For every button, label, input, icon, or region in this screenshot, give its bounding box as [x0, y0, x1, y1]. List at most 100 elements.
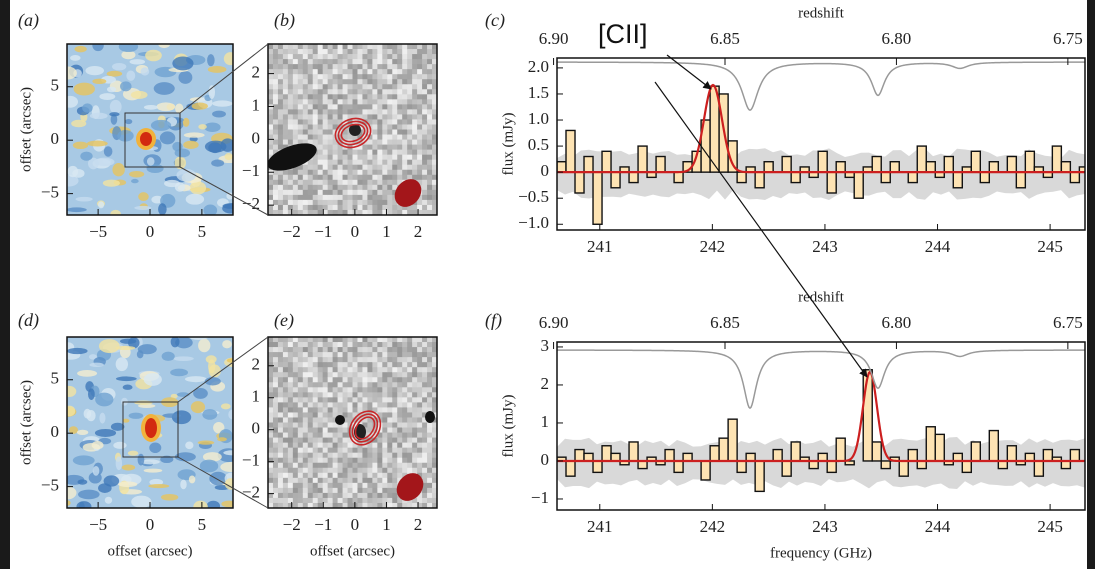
pixel: [312, 44, 319, 50]
pixel: [332, 482, 339, 489]
pixel: [332, 487, 339, 494]
pixel: [412, 422, 418, 429]
pixel: [268, 44, 274, 50]
pixel: [407, 144, 413, 151]
contour: [351, 413, 379, 443]
x-tick-label: −1: [314, 222, 332, 241]
pixel: [352, 179, 358, 186]
pixel: [347, 387, 353, 393]
pixel: [322, 462, 329, 469]
pixel: [352, 337, 358, 343]
pixel: [392, 407, 398, 413]
pixel: [392, 457, 398, 464]
map-blob: [175, 337, 193, 349]
y-tick-label: −2: [242, 194, 260, 213]
pixel: [407, 467, 413, 474]
pixel: [287, 169, 294, 176]
pixel: [272, 382, 279, 388]
pixel: [307, 114, 314, 120]
pixel: [312, 94, 319, 100]
pixel: [317, 149, 324, 156]
pixel: [427, 492, 433, 499]
map-blob: [94, 157, 115, 167]
pixel: [282, 109, 289, 115]
pixel: [412, 437, 418, 444]
pixel: [317, 402, 324, 408]
pixel: [432, 387, 437, 393]
pixel: [382, 467, 388, 474]
pixel: [347, 402, 353, 408]
pixel: [427, 462, 433, 469]
pixel: [337, 199, 344, 206]
pixel: [427, 432, 433, 439]
pixel: [417, 337, 423, 343]
pixel: [337, 382, 344, 388]
inset-box: [124, 112, 181, 168]
pixel: [302, 49, 309, 55]
pixel: [397, 84, 403, 90]
pixel: [352, 194, 358, 201]
pixel: [402, 472, 408, 479]
pixel: [272, 412, 279, 418]
pixel: [287, 467, 294, 474]
pixel: [372, 412, 378, 418]
pixel: [427, 174, 433, 181]
pixel: [362, 337, 368, 343]
pixel: [312, 447, 319, 454]
pixel: [402, 497, 408, 504]
pixel: [417, 382, 423, 388]
y-tick-label: 5: [51, 369, 60, 388]
pixel: [432, 467, 437, 474]
pixel: [417, 387, 423, 393]
pixel: [322, 357, 329, 363]
pixel: [422, 139, 428, 146]
pixel: [347, 94, 353, 100]
pixel: [307, 69, 314, 75]
pixel: [322, 422, 329, 429]
pixel: [382, 59, 388, 65]
pixel: [427, 49, 433, 55]
pixel: [272, 387, 279, 393]
pixel: [297, 502, 304, 508]
pixel: [427, 44, 433, 50]
pixel: [287, 382, 294, 388]
pixel: [397, 149, 403, 156]
pixel: [367, 54, 373, 60]
pixel: [397, 372, 403, 378]
pixel: [362, 59, 368, 65]
pixel: [297, 89, 304, 95]
pixel: [322, 84, 329, 90]
pixel: [307, 427, 314, 434]
pixel: [367, 59, 373, 65]
map-blob: [223, 450, 233, 456]
pixel: [352, 99, 358, 105]
pixel: [322, 407, 329, 413]
pixel: [297, 209, 304, 215]
pixel: [287, 387, 294, 393]
pixel: [372, 382, 378, 388]
pixel: [352, 204, 358, 211]
pixel: [327, 412, 334, 418]
pixel: [272, 362, 279, 368]
pixel: [277, 502, 284, 508]
pixel: [347, 347, 353, 353]
pixel: [422, 342, 428, 348]
pixel: [302, 164, 309, 171]
map-blob: [140, 67, 150, 76]
map-blob: [122, 384, 133, 390]
pixel: [287, 372, 294, 378]
pixel: [332, 447, 339, 454]
pixel: [347, 457, 353, 464]
map-blob: [140, 459, 160, 465]
pixel: [402, 44, 408, 50]
pixel: [417, 352, 423, 358]
pixel: [357, 164, 363, 171]
pixel: [372, 502, 378, 508]
pixel: [432, 342, 437, 348]
map-blob: [149, 442, 162, 454]
pixel: [432, 89, 437, 95]
pixel: [282, 337, 289, 343]
pixel: [362, 422, 368, 429]
pixel: [427, 194, 433, 201]
pixel: [377, 392, 383, 398]
